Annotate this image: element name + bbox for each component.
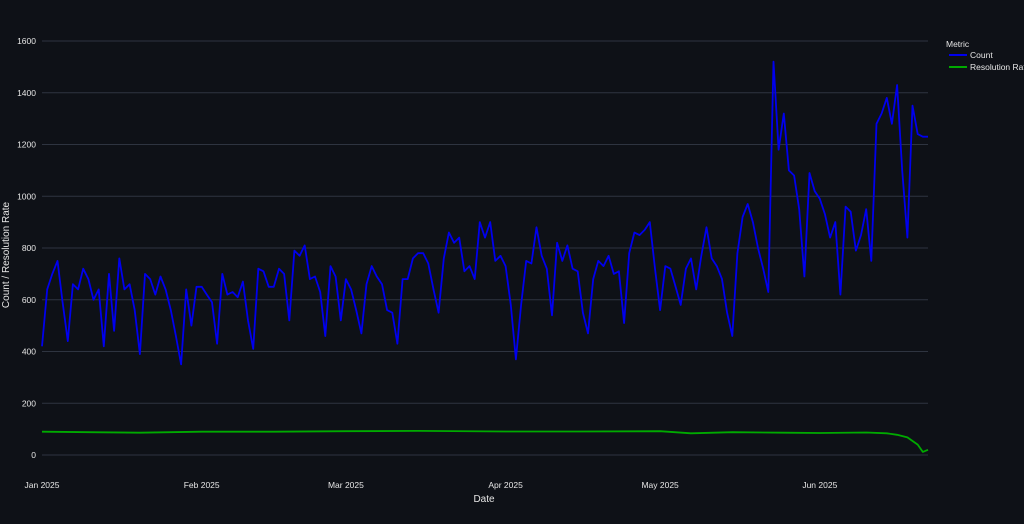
y-axis-ticks: 0 200 400 600 800 1000 1200 1400 1600 <box>17 36 36 460</box>
series-line-resolution-rate <box>41 430 929 453</box>
y-tick-label: 1400 <box>17 88 36 98</box>
y-tick-label: 400 <box>22 347 36 357</box>
x-axis-ticks: Jan 2025 Feb 2025 Mar 2025 Apr 2025 May 2025… <box>25 480 838 490</box>
series-line-count <box>41 60 928 366</box>
x-tick-label: Mar 2025 <box>328 480 364 490</box>
y-axis-title: Count / Resolution Rate <box>1 201 12 308</box>
y-tick-label: 1200 <box>17 140 36 150</box>
y-tick-label: 1600 <box>17 36 36 46</box>
y-tick-label: 800 <box>22 243 36 253</box>
series-lines <box>41 60 929 453</box>
x-tick-label: Apr 2025 <box>488 480 523 490</box>
legend-item-label: Resolution Rate <box>970 62 1024 72</box>
grid-lines <box>42 40 928 456</box>
x-axis-title: Date <box>473 494 495 505</box>
y-tick-label: 600 <box>22 295 36 305</box>
x-tick-label: Jun 2025 <box>802 480 837 490</box>
legend: Metric Count Resolution Rate <box>946 39 1024 72</box>
y-tick-label: 1000 <box>17 191 36 201</box>
legend-item-label: Count <box>970 50 993 60</box>
y-tick-label: 0 <box>31 450 36 460</box>
legend-title: Metric <box>946 39 970 49</box>
y-tick-label: 200 <box>22 398 36 408</box>
x-tick-label: May 2025 <box>641 480 679 490</box>
x-tick-label: Feb 2025 <box>184 480 220 490</box>
x-tick-label: Jan 2025 <box>25 480 60 490</box>
